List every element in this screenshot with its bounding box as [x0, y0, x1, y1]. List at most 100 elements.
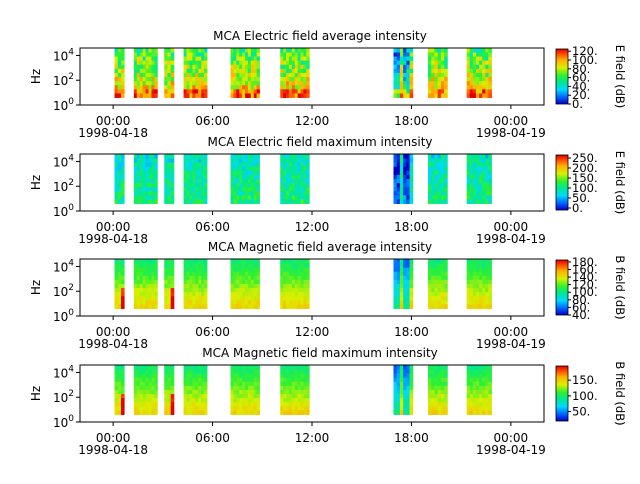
y-tick-label: 104	[53, 153, 74, 169]
y-tick-base: 10	[53, 99, 68, 113]
x-tick-time: 06:00	[195, 220, 230, 234]
x-tick-time: 12:00	[295, 220, 330, 234]
x-tick-time: 06:00	[195, 325, 230, 339]
colorbar-tick-label: 50.	[572, 191, 590, 205]
y-tick-exponent: 0	[68, 308, 74, 318]
y-tick-base: 10	[53, 416, 68, 430]
colorbar-tick-label: 80.	[572, 293, 590, 307]
colorbar-tick-label: 200.	[572, 161, 598, 175]
data-block	[183, 154, 208, 204]
y-tick-exponent: 4	[68, 258, 74, 268]
panel-3: MCA Magnetic field average intensity Hz 10…	[29, 240, 627, 351]
y-tick-exponent: 0	[68, 203, 74, 213]
x-tick-date: 1998-04-18	[78, 126, 148, 140]
data-block	[428, 154, 448, 204]
data-block	[428, 365, 448, 415]
colorbar-tick-label: 40.	[572, 308, 590, 322]
colorbar-label: E field (dB)	[613, 45, 627, 109]
y-tick-exponent: 2	[68, 389, 74, 399]
colorbar-label: B field (dB)	[613, 255, 627, 319]
y-tick-exponent: 2	[68, 178, 74, 188]
x-tick-time: 00:00	[494, 114, 529, 128]
data-block	[393, 259, 414, 309]
y-tick-exponent: 4	[68, 47, 74, 57]
y-tick-exponent: 0	[68, 414, 74, 424]
y-tick-label: 100	[53, 203, 74, 219]
x-tick-time: 06:00	[195, 114, 230, 128]
data-block	[114, 48, 125, 98]
y-tick-base: 10	[53, 180, 68, 194]
data-block	[164, 48, 175, 98]
colorbar-tick-label: 150.	[572, 373, 598, 387]
x-tick-time: 18:00	[394, 325, 429, 339]
colorbar-tick-label: 40.	[572, 79, 590, 93]
x-tick-time: 12:00	[295, 114, 330, 128]
data-block	[428, 48, 448, 98]
y-tick-base: 10	[53, 310, 68, 324]
colorbar-tick-label: 20.	[572, 88, 590, 102]
data-block	[183, 365, 208, 415]
x-tick-time: 18:00	[394, 220, 429, 234]
y-axis-label: Hz	[29, 175, 43, 190]
y-axis-label: Hz	[29, 69, 43, 84]
x-tick-time: 00:00	[96, 431, 131, 445]
y-tick-base: 10	[53, 391, 68, 405]
x-tick-time: 00:00	[494, 431, 529, 445]
data-block	[393, 154, 414, 204]
data-block	[183, 259, 208, 309]
y-tick-label: 104	[53, 364, 74, 380]
y-tick-label: 104	[53, 258, 74, 274]
y-tick-label: 102	[53, 178, 74, 194]
x-tick-time: 00:00	[96, 325, 131, 339]
data-block	[428, 259, 448, 309]
y-axis-label: Hz	[29, 280, 43, 295]
data-block	[280, 48, 310, 98]
data-block	[164, 365, 175, 415]
data-block	[466, 259, 492, 309]
panel-title: MCA Electric field average intensity	[213, 29, 427, 43]
colorbar-label: E field (dB)	[613, 151, 627, 215]
colorbar-tick-label: 100.	[572, 53, 598, 67]
colorbar	[555, 154, 569, 211]
panel-title: MCA Electric field maximum intensity	[207, 135, 432, 149]
colorbar-tick-label: 100.	[572, 181, 598, 195]
y-tick-label: 100	[53, 308, 74, 324]
data-block	[280, 154, 310, 204]
x-tick-date: 1998-04-19	[476, 232, 546, 246]
colorbar	[555, 365, 569, 422]
data-block	[133, 259, 158, 309]
data-block	[466, 48, 492, 98]
colorbar-tick-label: 50.	[572, 405, 590, 419]
colorbar-tick-label: 250.	[572, 151, 598, 165]
colorbar-tick-label: 180.	[572, 255, 598, 269]
colorbar	[555, 48, 569, 105]
panel-4: MCA Magnetic field maximum intensity Hz 10…	[29, 346, 627, 457]
data-block	[230, 365, 260, 415]
x-tick-time: 06:00	[195, 431, 230, 445]
colorbar-tick-label: 0.	[572, 201, 583, 215]
colorbar-tick-label: 60.	[572, 300, 590, 314]
panel-1: MCA Electric field average intensity Hz 10…	[29, 29, 627, 140]
data-block	[466, 154, 492, 204]
colorbar-tick-label: 100.	[572, 285, 598, 299]
y-tick-label: 102	[53, 72, 74, 88]
data-block	[230, 48, 260, 98]
colorbar-tick-label: 120.	[572, 44, 598, 58]
data-block	[114, 259, 125, 309]
data-block	[466, 365, 492, 415]
data-block	[164, 259, 175, 309]
data-block	[280, 365, 310, 415]
x-tick-date: 1998-04-19	[476, 443, 546, 457]
y-tick-exponent: 4	[68, 364, 74, 374]
colorbar-tick-label: 80.	[572, 62, 590, 76]
y-tick-label: 104	[53, 47, 74, 63]
x-tick-time: 18:00	[394, 431, 429, 445]
data-block	[164, 154, 175, 204]
y-tick-base: 10	[53, 205, 68, 219]
colorbar-label: B field (dB)	[613, 361, 627, 425]
y-tick-exponent: 2	[68, 283, 74, 293]
x-tick-time: 00:00	[96, 220, 131, 234]
x-tick-time: 00:00	[494, 220, 529, 234]
data-block	[133, 48, 158, 98]
